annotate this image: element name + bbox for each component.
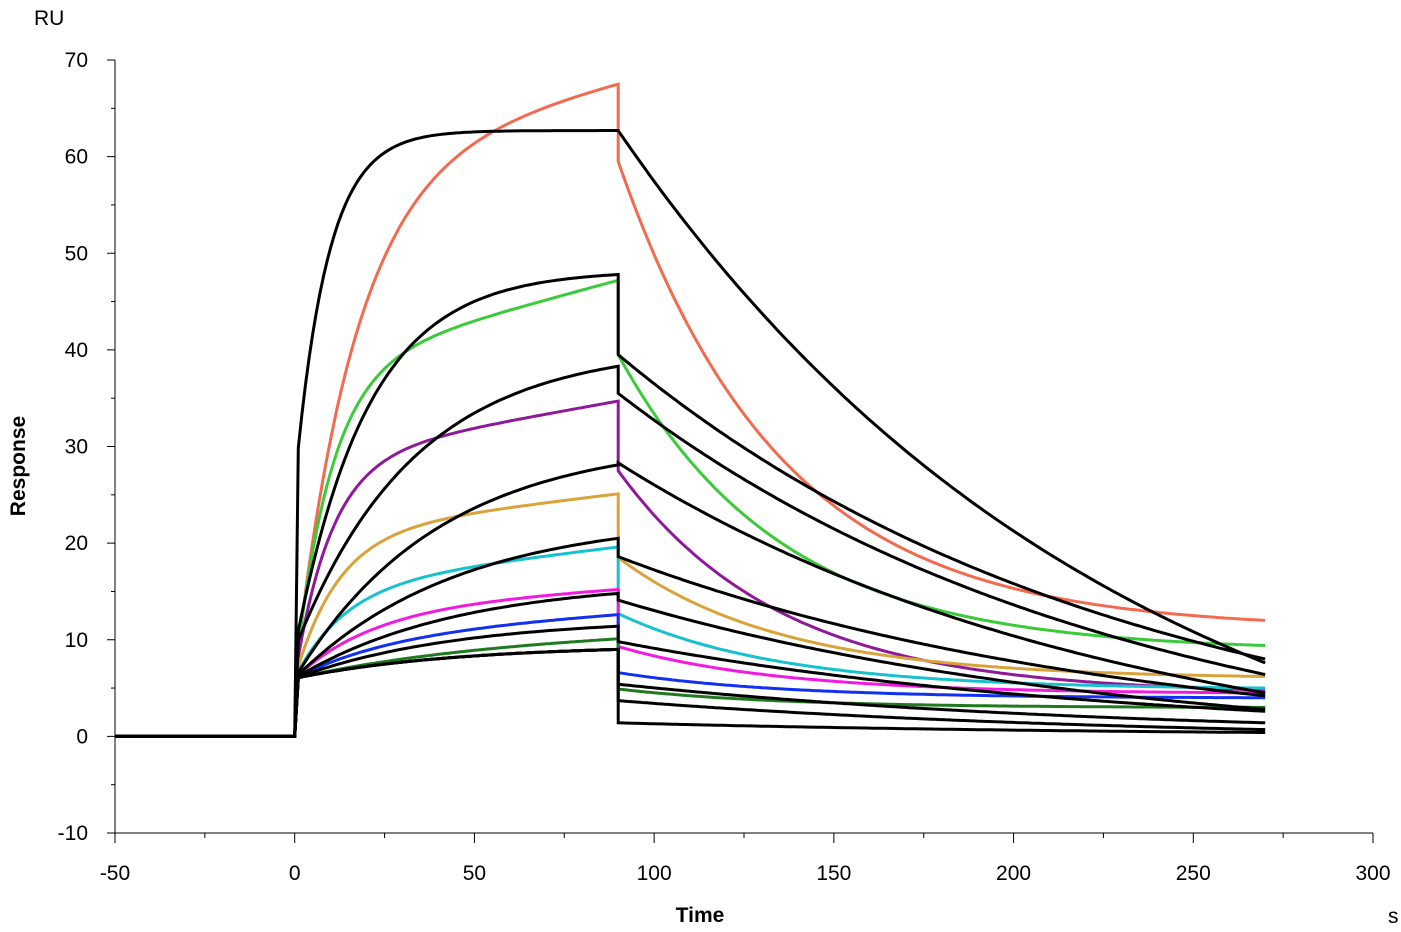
y-tick-label: -10 [58,822,88,845]
fit-line [115,129,1266,738]
y-tick-label: 10 [65,629,88,652]
sensorgram-line [115,637,1266,738]
x-ticks: -50 0 50 100 150 200 250 300 [100,833,1391,885]
series-layer [115,82,1266,738]
axes: -10 0 10 20 30 40 50 60 70 -50 0 50 100 150 200 250 300 [58,49,1391,885]
y-tick-label: 50 [65,242,88,265]
y-axis-title: Response [7,416,30,516]
x-tick-label: 0 [289,862,301,885]
x-tick-label: -50 [100,862,130,885]
sensorgram-line [115,587,1266,738]
fit-line [115,647,1266,738]
x-tick-label: 250 [1176,862,1211,885]
y-ticks: -10 0 10 20 30 40 50 60 70 [58,49,115,845]
x-tick-label: 50 [463,862,486,885]
sensorgram-line [115,612,1266,738]
fit-line [115,624,1266,738]
sensorgram-line [115,545,1266,738]
fit-line [115,460,1266,738]
y-unit-label: RU [34,7,64,30]
y-tick-label: 40 [65,339,88,362]
x-axis-title: Time [676,904,725,927]
x-tick-label: 150 [816,862,851,885]
sensorgram-line [115,82,1266,738]
x-unit-label: s [1388,905,1399,928]
fit-line [115,591,1266,738]
sensorgram-line [115,278,1266,738]
x-tick-label: 300 [1355,862,1390,885]
fit-line [115,364,1266,738]
y-tick-label: 0 [76,725,88,748]
y-tick-label: 30 [65,436,88,459]
x-tick-label: 100 [637,862,672,885]
fit-line [115,272,1266,738]
y-tick-label: 20 [65,532,88,555]
x-tick-label: 200 [996,862,1031,885]
y-tick-label: 60 [65,146,88,169]
fit-line [115,536,1266,738]
y-tick-label: 70 [65,49,88,72]
